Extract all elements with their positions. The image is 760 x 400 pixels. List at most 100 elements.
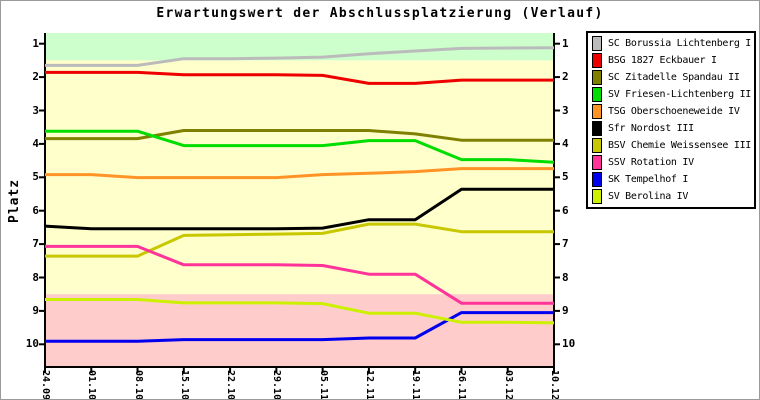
y-tick-right-7 bbox=[554, 243, 560, 246]
y-tick-label-left-4: 4 bbox=[32, 136, 39, 150]
legend-label: SSV Rotation IV bbox=[608, 157, 694, 168]
x-tick-label-19.11: 19.11 bbox=[410, 370, 422, 400]
y-tick-label-left-1: 1 bbox=[32, 36, 39, 50]
x-tick-08.10 bbox=[136, 366, 139, 373]
y-tick-label-right-4: 4 bbox=[562, 136, 569, 150]
series-line-sfr-nordost-iii bbox=[44, 187, 554, 231]
legend-item-sv-berolina-iv: SV Berolina IV bbox=[592, 188, 750, 205]
y-tick-right-1 bbox=[554, 42, 560, 45]
y-tick-left-9 bbox=[39, 309, 45, 312]
y-tick-left-6 bbox=[39, 209, 45, 212]
y-tick-right-9 bbox=[554, 309, 560, 312]
y-tick-right-5 bbox=[554, 176, 560, 179]
legend-item-bsv-chemie-weissensee-iii: BSV Chemie Weissensee III bbox=[592, 137, 752, 154]
series-line-sv-berolina-iv bbox=[45, 298, 555, 325]
y-tick-right-3 bbox=[554, 109, 560, 112]
x-tick-15.10 bbox=[182, 366, 185, 373]
series-line-sc-borussia-lichtenberg-i bbox=[45, 46, 555, 67]
legend-label: SV Berolina IV bbox=[608, 191, 689, 202]
x-tick-03.12 bbox=[506, 366, 509, 373]
y-tick-label-right-2: 2 bbox=[562, 70, 569, 84]
legend-item-bsg-1827-eckbauer-i: BSG 1827 Eckbauer I bbox=[592, 52, 750, 69]
legend-swatch-sv-berolina-iv bbox=[592, 189, 602, 204]
legend-swatch-sv-friesen-lichtenberg-ii bbox=[592, 87, 602, 102]
x-tick-label-01.10: 01.10 bbox=[86, 370, 98, 400]
y-tick-label-right-10: 10 bbox=[562, 337, 576, 351]
legend-swatch-sk-tempelhof-i bbox=[592, 172, 602, 187]
x-tick-label-08.10: 08.10 bbox=[132, 370, 144, 400]
series-line-bsg-1827-eckbauer-i bbox=[45, 70, 554, 85]
x-tick-label-03.12: 03.12 bbox=[502, 370, 514, 400]
legend-label: Sfr Nordost III bbox=[608, 123, 694, 134]
x-tick-05.11 bbox=[321, 366, 324, 373]
y-tick-left-5 bbox=[39, 176, 45, 179]
legend-item-tsg-oberschoeneweide-iv: TSG Oberschoeneweide IV bbox=[592, 103, 750, 120]
x-tick-label-22.10: 22.10 bbox=[225, 370, 237, 400]
y-tick-left-2 bbox=[39, 76, 45, 79]
band-promotion-zone bbox=[45, 33, 554, 61]
x-tick-label-24.09: 24.09 bbox=[40, 370, 51, 400]
x-tick-01.10 bbox=[90, 366, 93, 373]
y-tick-label-left-5: 5 bbox=[32, 170, 39, 184]
y-tick-right-6 bbox=[554, 209, 560, 212]
y-tick-label-right-7: 7 bbox=[562, 237, 569, 251]
y-tick-right-10 bbox=[554, 343, 560, 346]
series-line-tsg-oberschoeneweide-iv bbox=[45, 167, 554, 180]
y-tick-label-right-3: 3 bbox=[562, 103, 569, 117]
series-line-bsv-chemie-weissensee-iii bbox=[45, 222, 554, 258]
y-tick-label-left-7: 7 bbox=[32, 237, 39, 251]
x-tick-22.10 bbox=[229, 366, 232, 373]
y-tick-left-10 bbox=[39, 343, 45, 346]
legend-item-ssv-rotation-iv: SSV Rotation IV bbox=[592, 154, 750, 171]
x-tick-19.11 bbox=[414, 366, 417, 373]
legend-swatch-sc-zitadelle-spandau-ii bbox=[592, 70, 602, 85]
x-tick-29.10 bbox=[275, 366, 278, 373]
x-tick-10.12 bbox=[553, 366, 555, 373]
x-tick-12.11 bbox=[367, 366, 370, 373]
y-tick-label-right-8: 8 bbox=[562, 270, 569, 284]
x-tick-26.11 bbox=[460, 366, 463, 373]
legend-swatch-bsg-1827-eckbauer-i bbox=[592, 53, 602, 68]
y-tick-label-left-3: 3 bbox=[32, 103, 39, 117]
legend-item-sc-zitadelle-spandau-ii: SC Zitadelle Spandau II bbox=[592, 69, 750, 86]
legend-label: SC Zitadelle Spandau II bbox=[608, 72, 740, 83]
legend-item-sfr-nordost-iii: Sfr Nordost III bbox=[592, 120, 750, 137]
series-line-ssv-rotation-iv bbox=[45, 244, 554, 305]
band-relegation-zone bbox=[45, 294, 554, 366]
legend-swatch-tsg-oberschoeneweide-iv bbox=[592, 104, 602, 119]
series-line-sc-zitadelle-spandau-ii bbox=[45, 129, 554, 142]
legend-label: SV Friesen-Lichtenberg II bbox=[608, 89, 752, 100]
y-tick-label-left-6: 6 bbox=[32, 203, 39, 217]
y-tick-label-left-8: 8 bbox=[32, 270, 39, 284]
legend-label: BSG 1827 Eckbauer I bbox=[608, 55, 717, 66]
y-tick-right-8 bbox=[554, 276, 560, 279]
legend: SC Borussia Lichtenberg I BSG 1827 Eckbau… bbox=[586, 31, 756, 209]
legend-label: SK Tempelhof I bbox=[608, 174, 689, 185]
y-tick-left-4 bbox=[39, 142, 45, 145]
y-axis-right bbox=[553, 33, 555, 368]
y-tick-label-right-1: 1 bbox=[562, 36, 569, 50]
legend-swatch-ssv-rotation-iv bbox=[592, 155, 602, 170]
x-axis bbox=[44, 366, 555, 368]
y-tick-right-2 bbox=[554, 76, 560, 79]
legend-swatch-sc-borussia-lichtenberg-i bbox=[592, 36, 602, 51]
x-tick-label-05.11: 05.11 bbox=[317, 370, 329, 400]
series-line-sk-tempelhof-i bbox=[45, 311, 554, 343]
legend-item-sc-borussia-lichtenberg-i: SC Borussia Lichtenberg I bbox=[592, 35, 751, 52]
legend-label: BSV Chemie Weissensee III bbox=[608, 140, 752, 151]
y-tick-label-left-2: 2 bbox=[32, 70, 39, 84]
y-tick-left-1 bbox=[39, 42, 45, 45]
x-tick-label-10.12: 10.12 bbox=[549, 370, 560, 400]
y-axis-left bbox=[44, 33, 46, 368]
x-tick-24.09 bbox=[44, 366, 46, 373]
series-line-sv-friesen-lichtenberg-ii bbox=[45, 129, 555, 164]
y-tick-label-right-5: 5 bbox=[562, 170, 569, 184]
legend-swatch-bsv-chemie-weissensee-iii bbox=[592, 138, 602, 153]
y-tick-label-right-6: 6 bbox=[562, 203, 569, 217]
x-tick-label-15.10: 15.10 bbox=[178, 370, 190, 400]
legend-item-sv-friesen-lichtenberg-ii: SV Friesen-Lichtenberg II bbox=[592, 86, 752, 103]
y-tick-label-left-9: 9 bbox=[32, 303, 39, 317]
y-tick-left-8 bbox=[39, 276, 45, 279]
